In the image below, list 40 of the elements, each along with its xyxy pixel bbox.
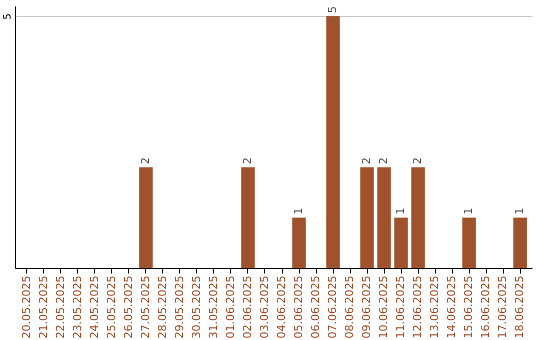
data-label: 5 — [326, 6, 340, 14]
x-tick-label: 12.06.2025 — [411, 276, 424, 338]
x-tick-label: 16.06.2025 — [479, 276, 492, 338]
data-label: 1 — [462, 208, 476, 215]
x-tick-label: 21.05.2025 — [36, 276, 50, 338]
x-tick-label: 23.05.2025 — [70, 276, 84, 338]
x-tick-label: 27.05.2025 — [138, 276, 152, 338]
x-tick-label: 15.06.2025 — [462, 276, 476, 338]
x-tick-label: 20.05.2025 — [20, 276, 33, 338]
x-tick-label: 10.06.2025 — [377, 276, 390, 338]
x-tick-label: 07.06.2025 — [326, 276, 340, 338]
x-tick-label: 08.06.2025 — [343, 276, 356, 338]
x-tick-label: 11.06.2025 — [394, 276, 408, 338]
x-tick-label: 22.05.2025 — [54, 276, 67, 338]
x-tick-label: 09.06.2025 — [360, 276, 374, 338]
x-tick-label: 13.06.2025 — [428, 276, 442, 338]
x-tick-label: 01.06.2025 — [224, 276, 237, 338]
data-label: 2 — [411, 157, 424, 164]
data-label: 1 — [292, 208, 306, 215]
x-tick-label: 24.05.2025 — [88, 276, 101, 338]
x-tick-label: 03.06.2025 — [258, 276, 271, 338]
x-tick-label: 06.06.2025 — [309, 276, 322, 338]
x-tick-label: 05.06.2025 — [292, 276, 306, 338]
x-tick-label: 31.05.2025 — [206, 276, 220, 338]
x-tick-label: 26.05.2025 — [122, 276, 135, 338]
x-tick-label: 28.05.2025 — [156, 276, 169, 338]
x-tick-label: 14.06.2025 — [445, 276, 458, 338]
data-label: 1 — [394, 208, 408, 215]
x-tick-label: 29.05.2025 — [172, 276, 186, 338]
x-tick-label: 02.06.2025 — [240, 276, 254, 338]
x-tick-label: 18.06.2025 — [513, 276, 526, 338]
data-label: 2 — [240, 157, 254, 164]
data-label: 2 — [138, 157, 152, 164]
x-tick-label: 04.06.2025 — [275, 276, 288, 338]
data-label: 1 — [513, 208, 526, 215]
x-tick-label: 17.06.2025 — [496, 276, 510, 338]
x-tick-label: 25.05.2025 — [104, 276, 118, 338]
x-tick-label: 30.05.2025 — [190, 276, 203, 338]
data-label: 2 — [377, 157, 390, 164]
data-label: 2 — [360, 157, 374, 164]
